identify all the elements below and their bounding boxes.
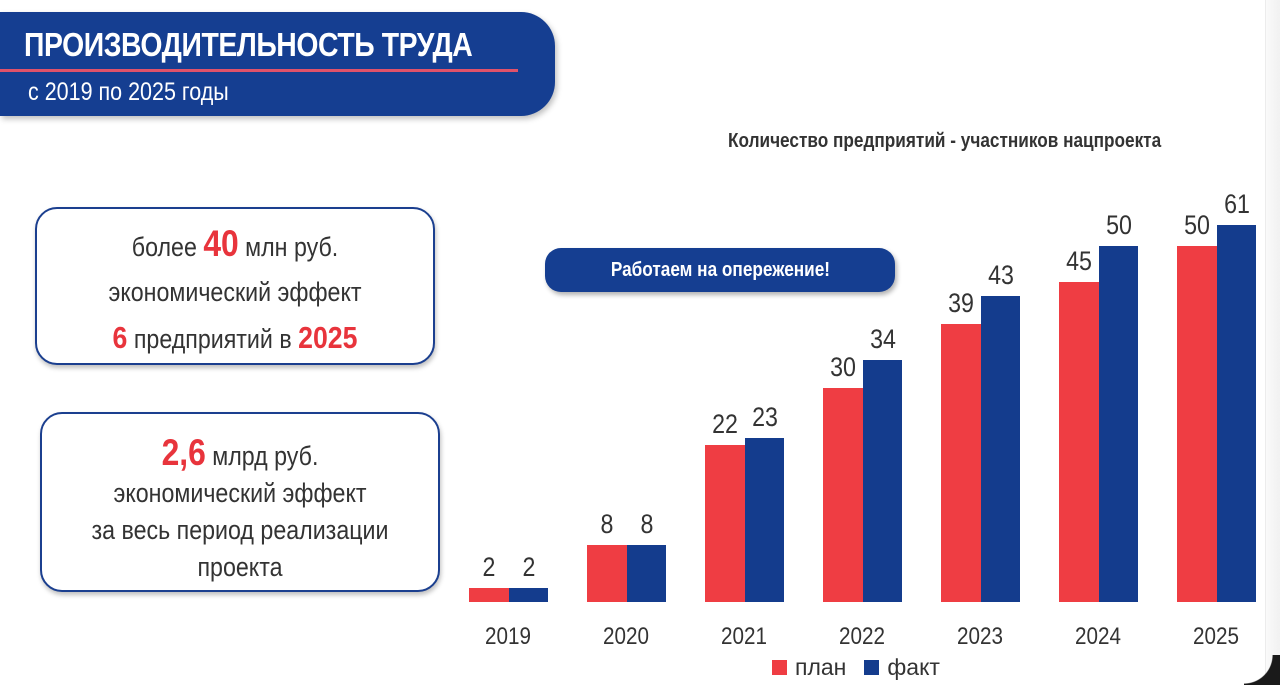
bar-fact-2019 — [509, 588, 548, 602]
x-axis-label: 2021 — [721, 623, 767, 650]
bar-value-label: 34 — [870, 324, 896, 354]
bar-value-label: 2 — [482, 552, 496, 582]
bar-plan-2025 — [1177, 246, 1217, 602]
x-axis-label: 2023 — [957, 623, 1003, 650]
page-title: ПРОИЗВОДИТЕЛЬНОСТЬ ТРУДА — [24, 26, 473, 63]
bar-value-label: 23 — [752, 402, 778, 432]
bar-value-label: 45 — [1066, 246, 1092, 276]
fact-swatch-icon — [864, 660, 880, 675]
chart-legend: план факт — [772, 654, 958, 681]
bar-fact-2022 — [863, 360, 902, 602]
info-card-economic-effect-2025: более 40 млн руб. экономический эффект 6… — [35, 207, 435, 365]
highlight-value: 40 — [203, 223, 239, 264]
bar-value-label: 22 — [712, 409, 738, 439]
bar-plan-2021 — [705, 445, 745, 602]
page-subtitle: с 2019 по 2025 годы — [28, 78, 229, 106]
bar-plan-2022 — [823, 388, 863, 602]
plan-swatch-icon — [772, 660, 787, 675]
highlight-value: 6 — [112, 320, 128, 355]
bar-value-label: 8 — [640, 509, 654, 539]
title-divider — [0, 69, 518, 72]
ahead-badge: Работаем на опережение! — [545, 248, 895, 292]
card-line: 6 предприятий в 2025 — [112, 320, 358, 355]
card-line: за весь период реализации — [91, 515, 389, 545]
bar-fact-2025 — [1217, 225, 1256, 602]
bar-fact-2021 — [745, 438, 784, 602]
bar-plan-2024 — [1059, 282, 1099, 602]
highlight-value: 2,6 — [161, 432, 206, 473]
bar-value-label: 8 — [600, 509, 614, 539]
bar-fact-2023 — [981, 296, 1020, 602]
legend-item-plan: план — [772, 654, 846, 681]
bar-fact-2024 — [1099, 246, 1138, 602]
legend-item-fact: факт — [864, 654, 940, 681]
page-edge — [1265, 0, 1280, 685]
x-axis-label: 2022 — [839, 623, 885, 650]
card-line: проекта — [197, 552, 283, 582]
card-line: экономический эффект — [108, 277, 362, 307]
x-axis-label: 2024 — [1075, 623, 1121, 650]
page-corner — [1244, 655, 1280, 685]
bar-value-label: 30 — [830, 352, 856, 382]
card-line: экономический эффект — [113, 478, 367, 508]
bar-fact-2020 — [627, 545, 666, 602]
bar-plan-2023 — [941, 324, 981, 602]
bar-value-label: 2 — [522, 552, 536, 582]
bar-value-label: 50 — [1184, 210, 1210, 240]
bar-plan-2020 — [587, 545, 627, 602]
bar-value-label: 39 — [948, 288, 974, 318]
bar-value-label: 43 — [988, 260, 1014, 290]
card-line: более 40 млн руб. — [131, 223, 339, 264]
header-banner: ПРОИЗВОДИТЕЛЬНОСТЬ ТРУДА с 2019 по 2025 … — [0, 12, 555, 116]
bar-value-label: 61 — [1224, 189, 1250, 219]
bar-plan-2019 — [469, 588, 509, 602]
x-axis-label: 2019 — [485, 623, 531, 650]
card-line: 2,6 млрд руб. — [161, 432, 319, 473]
info-card-total-effect: 2,6 млрд руб. экономический эффект за ве… — [40, 412, 440, 592]
x-axis-label: 2025 — [1193, 623, 1239, 650]
chart-title: Количество предприятий - участников нацп… — [728, 130, 1162, 152]
x-axis-label: 2020 — [603, 623, 649, 650]
highlight-year: 2025 — [298, 320, 358, 355]
bar-value-label: 50 — [1106, 210, 1132, 240]
